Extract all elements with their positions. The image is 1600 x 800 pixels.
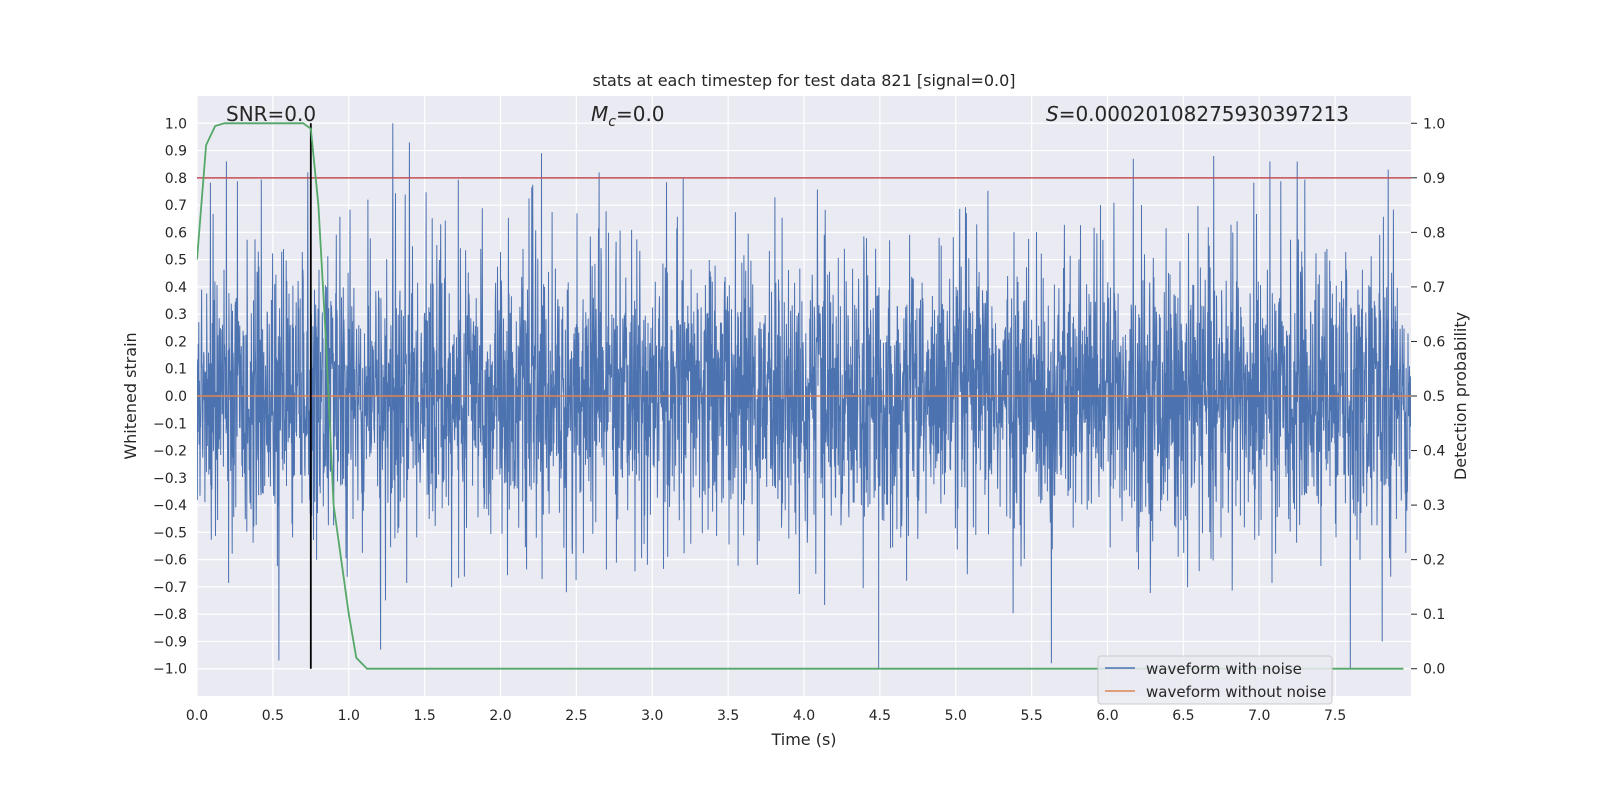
- y-tick-label: −0.2: [153, 444, 187, 460]
- chirp-mass-annotation: Mc=0.0: [591, 102, 665, 130]
- legend-box: [1097, 655, 1333, 705]
- chart-title: stats at each timestep for test data 821…: [592, 71, 1015, 90]
- x-tick-label: 3.0: [641, 708, 663, 724]
- y2-tick-label: 0.2: [1423, 553, 1445, 569]
- x-tick-label: 5.5: [1020, 708, 1042, 724]
- y2-tick-label: 1.0: [1423, 116, 1445, 132]
- legend-label-clean: waveform without noise: [1146, 683, 1326, 701]
- x-tick-label: 5.0: [945, 708, 967, 724]
- y2-tick-label: 0.5: [1423, 389, 1445, 405]
- y2-tick-label: 0.6: [1423, 334, 1445, 350]
- y2-tick-label: 0.3: [1423, 498, 1445, 514]
- y-tick-label: −1.0: [153, 662, 187, 678]
- y-tick-label: 0.8: [165, 171, 187, 187]
- y-tick-label: 0.2: [165, 334, 187, 350]
- y-tick-label: 0.1: [165, 362, 187, 378]
- y-tick-label: 1.0: [165, 116, 187, 132]
- x-tick-label: 1.5: [413, 708, 435, 724]
- y2-tick-label: 0.9: [1423, 171, 1445, 187]
- x-tick-label: 2.0: [489, 708, 511, 724]
- y-tick-label: 0.6: [165, 225, 187, 241]
- x-tick-label: 6.0: [1096, 708, 1118, 724]
- x-tick-label: 7.0: [1248, 708, 1270, 724]
- x-tick-label: 0.0: [186, 708, 208, 724]
- y-tick-label: −0.5: [153, 525, 187, 541]
- x-tick-label: 4.5: [869, 708, 891, 724]
- mc-symbol: M: [591, 102, 608, 126]
- y2-tick-label: 0.8: [1423, 225, 1445, 241]
- mc-value: =0.0: [616, 102, 665, 126]
- y-tick-label: −0.9: [153, 634, 187, 650]
- series-detection-probability: [197, 122, 1404, 670]
- legend: waveform with noise waveform without noi…: [1097, 655, 1333, 705]
- s-value: =0.00020108275930397213: [1059, 102, 1349, 126]
- x-tick-label: 4.0: [793, 708, 815, 724]
- mc-subscript: c: [608, 114, 616, 130]
- legend-label-noise: waveform with noise: [1146, 660, 1302, 678]
- x-axis-ticks: 0.0 0.5 1.0 1.5 2.0 2.5 3.0 3.5 4.0 4.5 5.0 5.5 6.0 6…: [186, 708, 1346, 724]
- y-tick-label: −0.6: [153, 553, 187, 569]
- x-tick-label: 2.5: [565, 708, 587, 724]
- y-tick-label: 0.5: [165, 253, 187, 269]
- x-tick-label: 0.5: [262, 708, 284, 724]
- x-tick-label: 1.0: [338, 708, 360, 724]
- series-waveform-with-noise: [197, 123, 1411, 669]
- y2-tick-label: 0.7: [1423, 280, 1445, 296]
- y-tick-label: 0.4: [165, 280, 187, 296]
- y-tick-label: −0.4: [153, 498, 187, 514]
- s-symbol: S: [1046, 102, 1059, 126]
- y-tick-label: 0.9: [165, 144, 187, 160]
- snr-annotation: SNR=0.0: [226, 102, 316, 126]
- x-tick-label: 7.5: [1324, 708, 1346, 724]
- x-tick-label: 3.5: [717, 708, 739, 724]
- plot-area: [197, 122, 1411, 670]
- x-tick-label: 6.5: [1172, 708, 1194, 724]
- y-tick-label: −0.8: [153, 607, 187, 623]
- x-axis-label: Time (s): [770, 730, 836, 749]
- y-tick-label: −0.1: [153, 416, 187, 432]
- y-tick-label: 0.7: [165, 198, 187, 214]
- y-tick-label: −0.3: [153, 471, 187, 487]
- y-axis-label: Whitened strain: [121, 332, 140, 459]
- y2-tick-label: 0.0: [1423, 662, 1445, 678]
- y2-axis-ticks: 1.0 0.9 0.8 0.7 0.6 0.5 0.4 0.3 0.2 0.1 0.0: [1411, 116, 1445, 678]
- y-tick-label: −0.7: [153, 580, 187, 596]
- y2-tick-label: 0.1: [1423, 607, 1445, 623]
- y2-tick-label: 0.4: [1423, 444, 1445, 460]
- y-tick-label: 0.0: [165, 389, 187, 405]
- y-tick-label: 0.3: [165, 307, 187, 323]
- s-annotation: S=0.00020108275930397213: [1046, 102, 1349, 126]
- y-axis-ticks: 1.0 0.9 0.8 0.7 0.6 0.5 0.4 0.3 0.2 0.1 0.0 −0.1 −0.…: [153, 116, 187, 677]
- y2-axis-label: Detection probability: [1451, 312, 1470, 480]
